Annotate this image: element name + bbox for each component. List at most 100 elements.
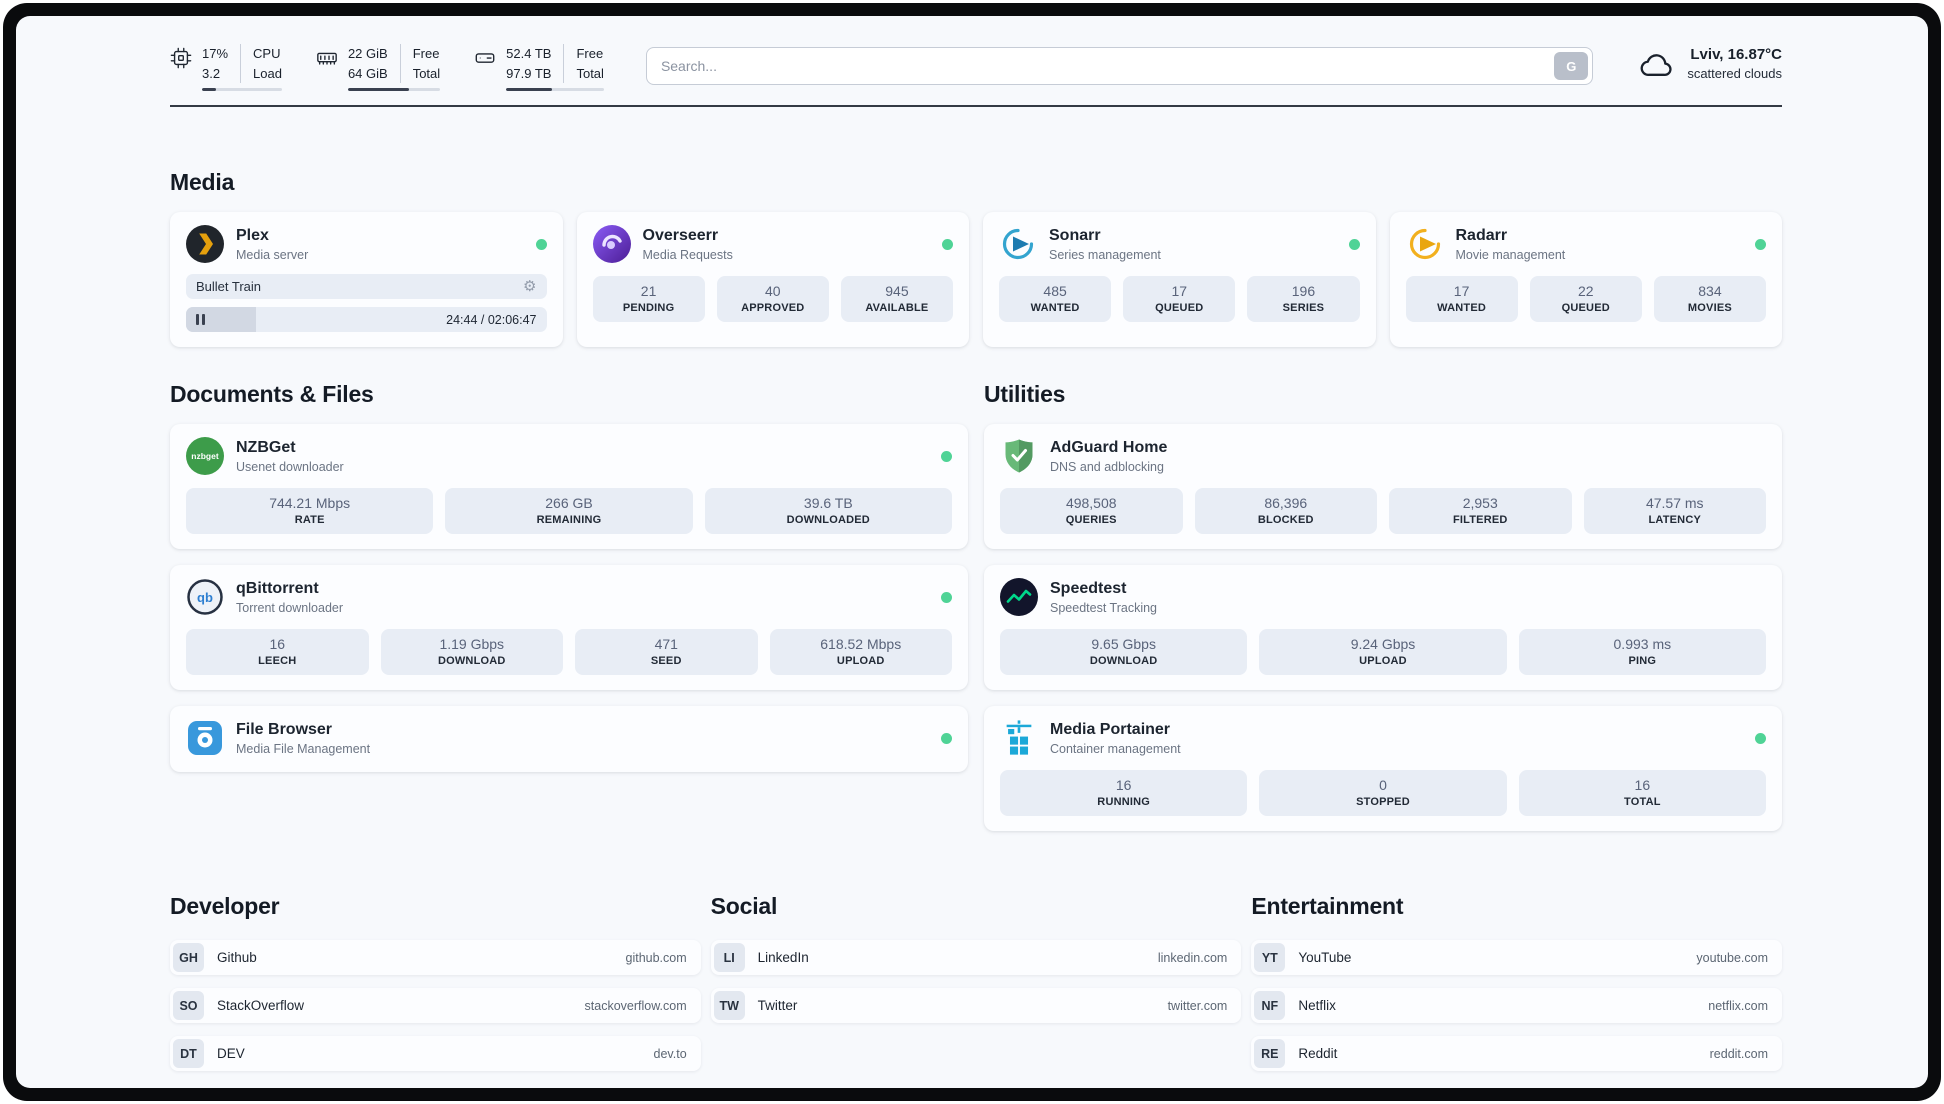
stat-queued: 22 QUEUED	[1529, 276, 1642, 322]
ram-icon	[316, 47, 338, 69]
app-card-speedtest[interactable]: Speedtest Speedtest Tracking 9.65 Gbps D…	[984, 565, 1782, 690]
link-stackoverflow[interactable]: SO StackOverflow stackoverflow.com	[170, 988, 701, 1023]
disk-readout: 52.4 TB Free 97.9 TB Total	[506, 44, 604, 91]
status-dot-online	[1755, 732, 1766, 744]
stat-value: 47.57 ms	[1645, 495, 1704, 511]
stat-queries: 498,508 QUERIES	[1000, 488, 1183, 534]
search-input[interactable]	[645, 47, 1594, 85]
links-column-developer: Developer GH Github github.com SO StackO…	[170, 893, 701, 1084]
link-url: netflix.com	[1708, 998, 1768, 1013]
stat-label: DOWNLOADED	[786, 514, 870, 526]
app-titles: Overseerr Media Requests	[643, 227, 733, 262]
stat-label: QUEUED	[1155, 302, 1204, 314]
link-twitter[interactable]: TW Twitter twitter.com	[710, 988, 1242, 1023]
weather-text: Lviv, 16.87°C scattered clouds	[1687, 46, 1782, 81]
metric-progress-fill	[202, 88, 216, 91]
app-card-portainer[interactable]: Media Portainer Container management 16 …	[984, 706, 1782, 831]
app-subtitle: DNS and adblocking	[1050, 459, 1164, 474]
link-netflix[interactable]: NF Netflix netflix.com	[1251, 988, 1782, 1023]
app-card-sonarr[interactable]: Sonarr Series management 485 WANTED 17 Q…	[983, 212, 1376, 347]
link-name: Reddit	[1298, 1046, 1338, 1061]
metric-value: 17%	[202, 46, 229, 61]
stat-value: 22	[1577, 283, 1594, 299]
section-media: Media Plex Media server	[170, 169, 1782, 347]
cpu-readout: 17% CPU 3.2 Load	[202, 44, 282, 91]
stats-row: 16 LEECH 1.19 Gbps DOWNLOAD 471 SEED 6	[186, 629, 952, 675]
twitter-badge: TW	[713, 991, 745, 1020]
app-titles: AdGuard Home DNS and adblocking	[1050, 439, 1167, 474]
link-dev[interactable]: DT DEV dev.to	[170, 1036, 701, 1071]
playback-progress-bar[interactable]: 24:44 / 02:06:47	[186, 307, 547, 332]
pause-icon[interactable]	[196, 314, 205, 325]
weather-condition: scattered clouds	[1687, 66, 1782, 81]
header-divider	[170, 105, 1782, 107]
app-card-qbittorrent[interactable]: qb qBittorrent Torrent downloader 16 LEE…	[170, 565, 968, 690]
stat-leech: 16 LEECH	[186, 629, 369, 675]
app-title: qBittorrent	[236, 579, 319, 597]
netflix-badge: NF	[1254, 991, 1286, 1020]
stat-label: DOWNLOAD	[1089, 655, 1158, 667]
link-linkedin[interactable]: LI LinkedIn linkedin.com	[710, 940, 1242, 975]
middle-columns: Documents & Files nzbget NZBGet Usenet d…	[170, 381, 1782, 831]
metric-progress-fill	[506, 88, 553, 91]
link-url: linkedin.com	[1157, 950, 1228, 965]
stat-upload: 9.24 Gbps UPLOAD	[1259, 629, 1507, 675]
svg-text:nzbget: nzbget	[191, 451, 219, 461]
utilities-column: Utilities AdGuard Home	[984, 381, 1782, 831]
gear-icon[interactable]: ⚙	[523, 278, 537, 295]
stat-label: DOWNLOAD	[437, 655, 506, 667]
link-youtube[interactable]: YT YouTube youtube.com	[1251, 940, 1782, 975]
system-metrics: 17% CPU 3.2 Load	[170, 44, 604, 91]
stat-label: AVAILABLE	[865, 302, 929, 314]
status-dot-online	[941, 732, 952, 744]
status-dot-online	[1348, 238, 1360, 250]
dev-badge: DT	[173, 1039, 204, 1068]
link-name: Twitter	[757, 998, 798, 1013]
app-subtitle: Usenet downloader	[236, 459, 344, 474]
section-title-media: Media	[170, 169, 235, 195]
card-header: Speedtest Speedtest Tracking	[1000, 578, 1766, 616]
app-titles: Speedtest Speedtest Tracking	[1050, 580, 1157, 615]
stat-label: SEED	[650, 655, 682, 667]
stat-value: 196	[1291, 283, 1316, 299]
portainer-icon	[1000, 719, 1038, 757]
link-name: Netflix	[1298, 998, 1336, 1013]
link-url: youtube.com	[1696, 950, 1768, 965]
app-card-nzbget[interactable]: nzbget NZBGet Usenet downloader 744.21 M…	[170, 424, 968, 549]
stat-download: 9.65 Gbps DOWNLOAD	[1000, 629, 1248, 675]
stat-value: 40	[764, 283, 781, 299]
disk-icon	[474, 47, 496, 69]
card-header: Sonarr Series management	[999, 225, 1360, 263]
metric-label: Free	[399, 44, 440, 64]
stat-approved: 40 APPROVED	[716, 276, 829, 322]
app-card-filebrowser[interactable]: File Browser Media File Management	[170, 706, 968, 772]
stats-row: 9.65 Gbps DOWNLOAD 9.24 Gbps UPLOAD 0.99…	[1000, 629, 1766, 675]
stat-label: LEECH	[258, 655, 297, 667]
stat-value: 16	[269, 636, 286, 652]
stat-total: 16 TOTAL	[1518, 770, 1766, 816]
search-bar: G	[645, 47, 1594, 85]
stat-value: 86,396	[1264, 495, 1308, 511]
stat-label: LATENCY	[1648, 514, 1702, 526]
stat-wanted: 485 WANTED	[999, 276, 1112, 322]
link-reddit[interactable]: RE Reddit reddit.com	[1251, 1036, 1782, 1071]
status-dot-online	[535, 238, 547, 250]
search-engine-button[interactable]: G	[1554, 52, 1589, 80]
app-card-overseerr[interactable]: Overseerr Media Requests 21 PENDING 40 A…	[576, 212, 969, 347]
app-card-radarr[interactable]: Radarr Movie management 17 WANTED 22 QUE…	[1389, 212, 1782, 347]
stat-blocked: 86,396 BLOCKED	[1194, 488, 1377, 534]
metric-progress-track	[506, 88, 604, 91]
app-card-adguard[interactable]: AdGuard Home DNS and adblocking 498,508 …	[984, 424, 1782, 549]
stat-label: QUERIES	[1065, 514, 1117, 526]
card-header: Radarr Movie management	[1406, 225, 1766, 263]
link-url: stackoverflow.com	[584, 998, 687, 1013]
app-title: Radarr	[1455, 226, 1508, 244]
link-github[interactable]: GH Github github.com	[170, 940, 701, 975]
app-card-plex[interactable]: Plex Media server Bullet Train ⚙	[170, 212, 563, 347]
stat-upload: 618.52 Mbps UPLOAD	[769, 629, 952, 675]
metric-label: Total	[563, 63, 604, 83]
app-subtitle: Series management	[1049, 247, 1161, 262]
app-title: Sonarr	[1049, 226, 1101, 244]
sonarr-icon	[999, 225, 1037, 263]
card-header: qb qBittorrent Torrent downloader	[186, 578, 952, 616]
